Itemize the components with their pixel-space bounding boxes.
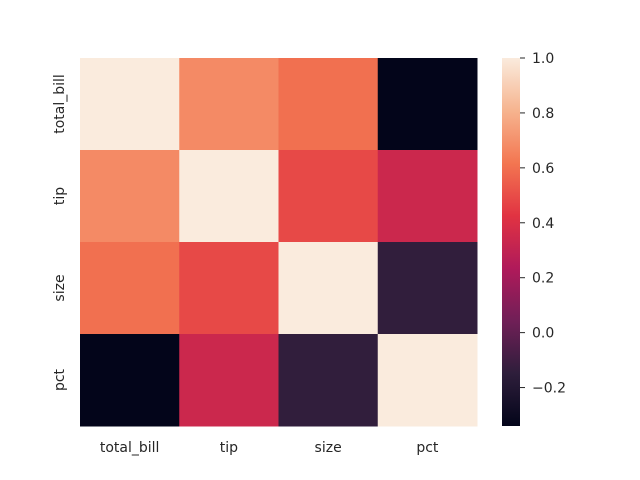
y-tick-label: size (52, 274, 68, 301)
heatmap-cell-tip-tip (179, 150, 279, 243)
heatmap-cell-size-total_bill (80, 242, 180, 335)
heatmap-cell-pct-size (278, 334, 379, 427)
colorbar-tick-label: 1.0 (532, 51, 554, 67)
colorbar: −0.2 0.0 0.2 0.4 0.6 0.8 1.0 (502, 51, 566, 426)
y-tick-label: pct (52, 368, 68, 391)
heatmap-cells (80, 58, 478, 427)
heatmap-cell-size-tip (179, 242, 279, 335)
heatmap-cell-tip-pct (377, 150, 478, 243)
heatmap-cell-total_bill-size (278, 58, 379, 151)
x-axis-tick-labels: total_bill tip size pct (100, 440, 439, 456)
heatmap-cell-pct-tip (179, 334, 279, 427)
x-tick-label: total_bill (100, 440, 160, 456)
y-tick-label: tip (52, 187, 68, 205)
heatmap-cell-tip-total_bill (80, 150, 180, 243)
heatmap-cell-pct-total_bill (80, 334, 180, 427)
colorbar-tick-label: 0.0 (532, 326, 554, 342)
colorbar-tick-label: 0.6 (532, 161, 554, 177)
colorbar-ticks: −0.2 0.0 0.2 0.4 0.6 0.8 1.0 (520, 51, 566, 397)
y-tick-label: total_bill (52, 74, 68, 134)
heatmap-cell-total_bill-pct (377, 58, 478, 151)
heatmap-cell-pct-pct (377, 334, 478, 427)
heatmap-cell-total_bill-tip (179, 58, 279, 151)
heatmap-cell-tip-size (278, 150, 379, 243)
colorbar-tick-label: 0.4 (532, 216, 554, 232)
heatmap-cell-total_bill-total_bill (80, 58, 180, 151)
colorbar-tick-label: 0.2 (532, 271, 554, 287)
colorbar-tick-label: −0.2 (532, 381, 566, 397)
x-tick-label: pct (416, 440, 439, 456)
heatmap-cell-size-pct (377, 242, 478, 335)
x-tick-label: tip (220, 440, 238, 456)
x-tick-label: size (315, 440, 342, 456)
colorbar-tick-label: 0.8 (532, 106, 554, 122)
heatmap-cell-size-size (278, 242, 379, 335)
colorbar-gradient (502, 58, 520, 426)
